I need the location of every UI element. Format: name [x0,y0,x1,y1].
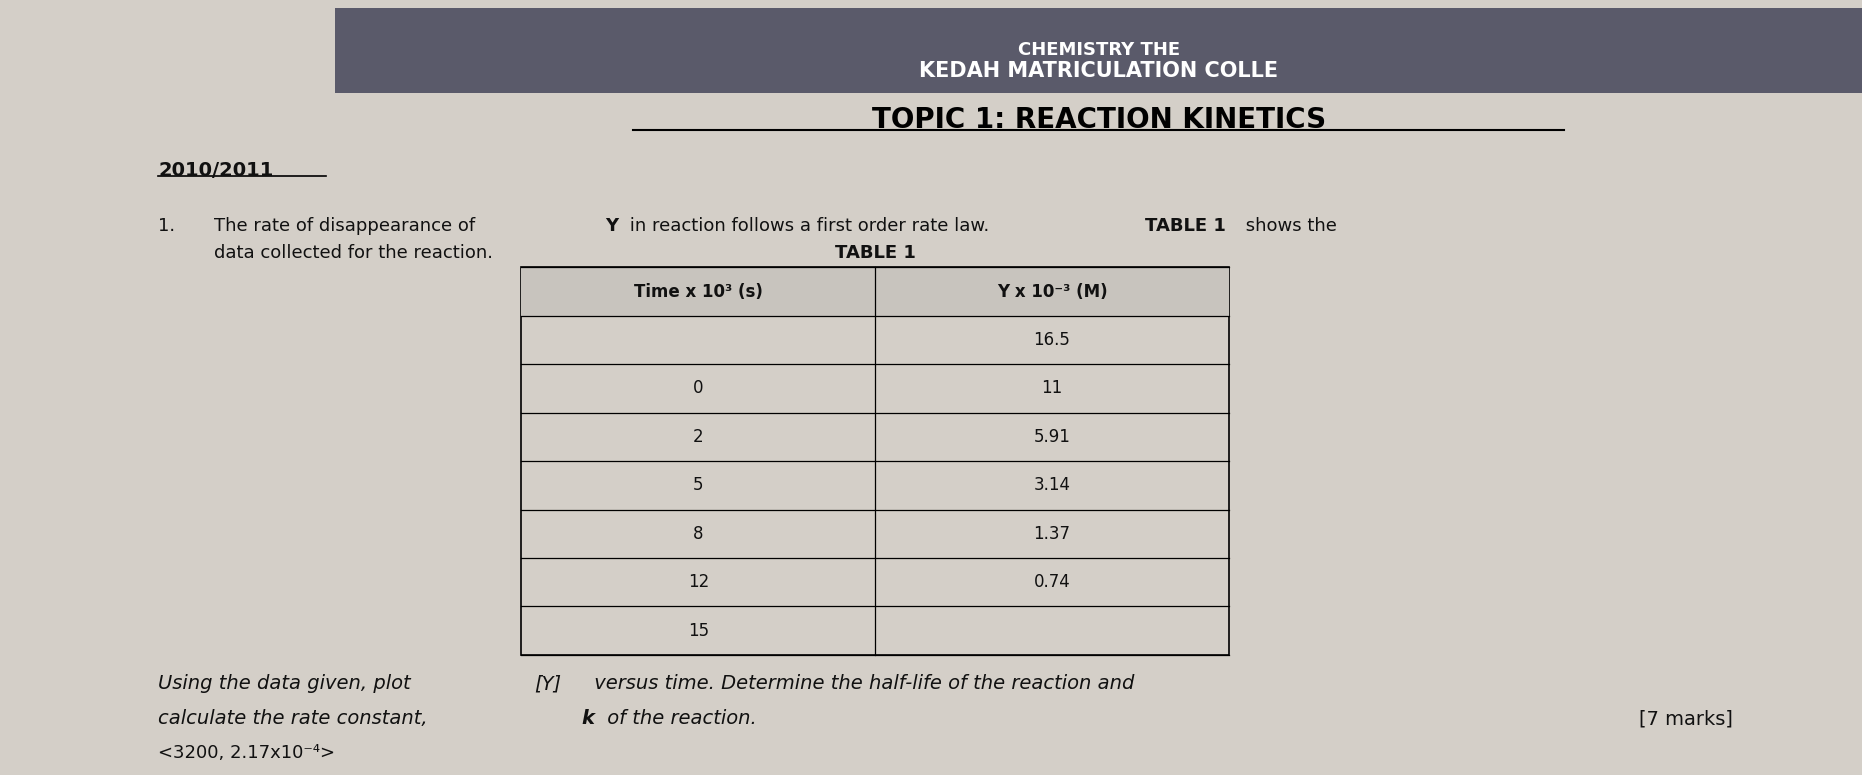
Text: Y: Y [605,217,618,235]
Text: TOPIC 1: REACTION KINETICS: TOPIC 1: REACTION KINETICS [871,106,1326,134]
Text: CHEMISTRY THE: CHEMISTRY THE [1017,41,1181,60]
Text: k: k [581,709,594,728]
Text: 1.37: 1.37 [1033,525,1071,542]
Text: [7 marks]: [7 marks] [1639,709,1732,728]
Text: <3200, 2.17x10⁻⁴>: <3200, 2.17x10⁻⁴> [158,744,335,762]
Text: KEDAH MATRICULATION COLLE: KEDAH MATRICULATION COLLE [920,61,1277,81]
Text: 5.91: 5.91 [1033,428,1071,446]
Text: TABLE 1: TABLE 1 [834,244,916,262]
Text: 11: 11 [1041,380,1063,398]
Text: 2010/2011: 2010/2011 [158,161,274,180]
Text: [Y]: [Y] [534,674,562,694]
Text: The rate of disappearance of: The rate of disappearance of [214,217,480,235]
Text: 0: 0 [693,380,704,398]
Text: Using the data given, plot: Using the data given, plot [158,674,417,694]
Text: 0.74: 0.74 [1033,574,1071,591]
Text: 1.: 1. [158,217,175,235]
Text: data collected for the reaction.: data collected for the reaction. [214,244,493,262]
Text: Y x 10⁻³ (M): Y x 10⁻³ (M) [996,283,1108,301]
Text: shows the: shows the [1240,217,1337,235]
Text: versus time. Determine the half-life of the reaction and: versus time. Determine the half-life of … [588,674,1134,694]
Text: 3.14: 3.14 [1033,477,1071,494]
Text: calculate the rate constant,: calculate the rate constant, [158,709,434,728]
Text: 15: 15 [687,622,709,639]
Text: 2: 2 [693,428,704,446]
Text: in reaction follows a first order rate law.: in reaction follows a first order rate l… [624,217,994,235]
Text: 5: 5 [693,477,704,494]
Text: of the reaction.: of the reaction. [601,709,758,728]
Text: TABLE 1: TABLE 1 [1145,217,1225,235]
Text: Time x 10³ (s): Time x 10³ (s) [633,283,763,301]
Text: 12: 12 [687,574,709,591]
Text: 16.5: 16.5 [1033,331,1071,349]
Text: 8: 8 [693,525,704,542]
